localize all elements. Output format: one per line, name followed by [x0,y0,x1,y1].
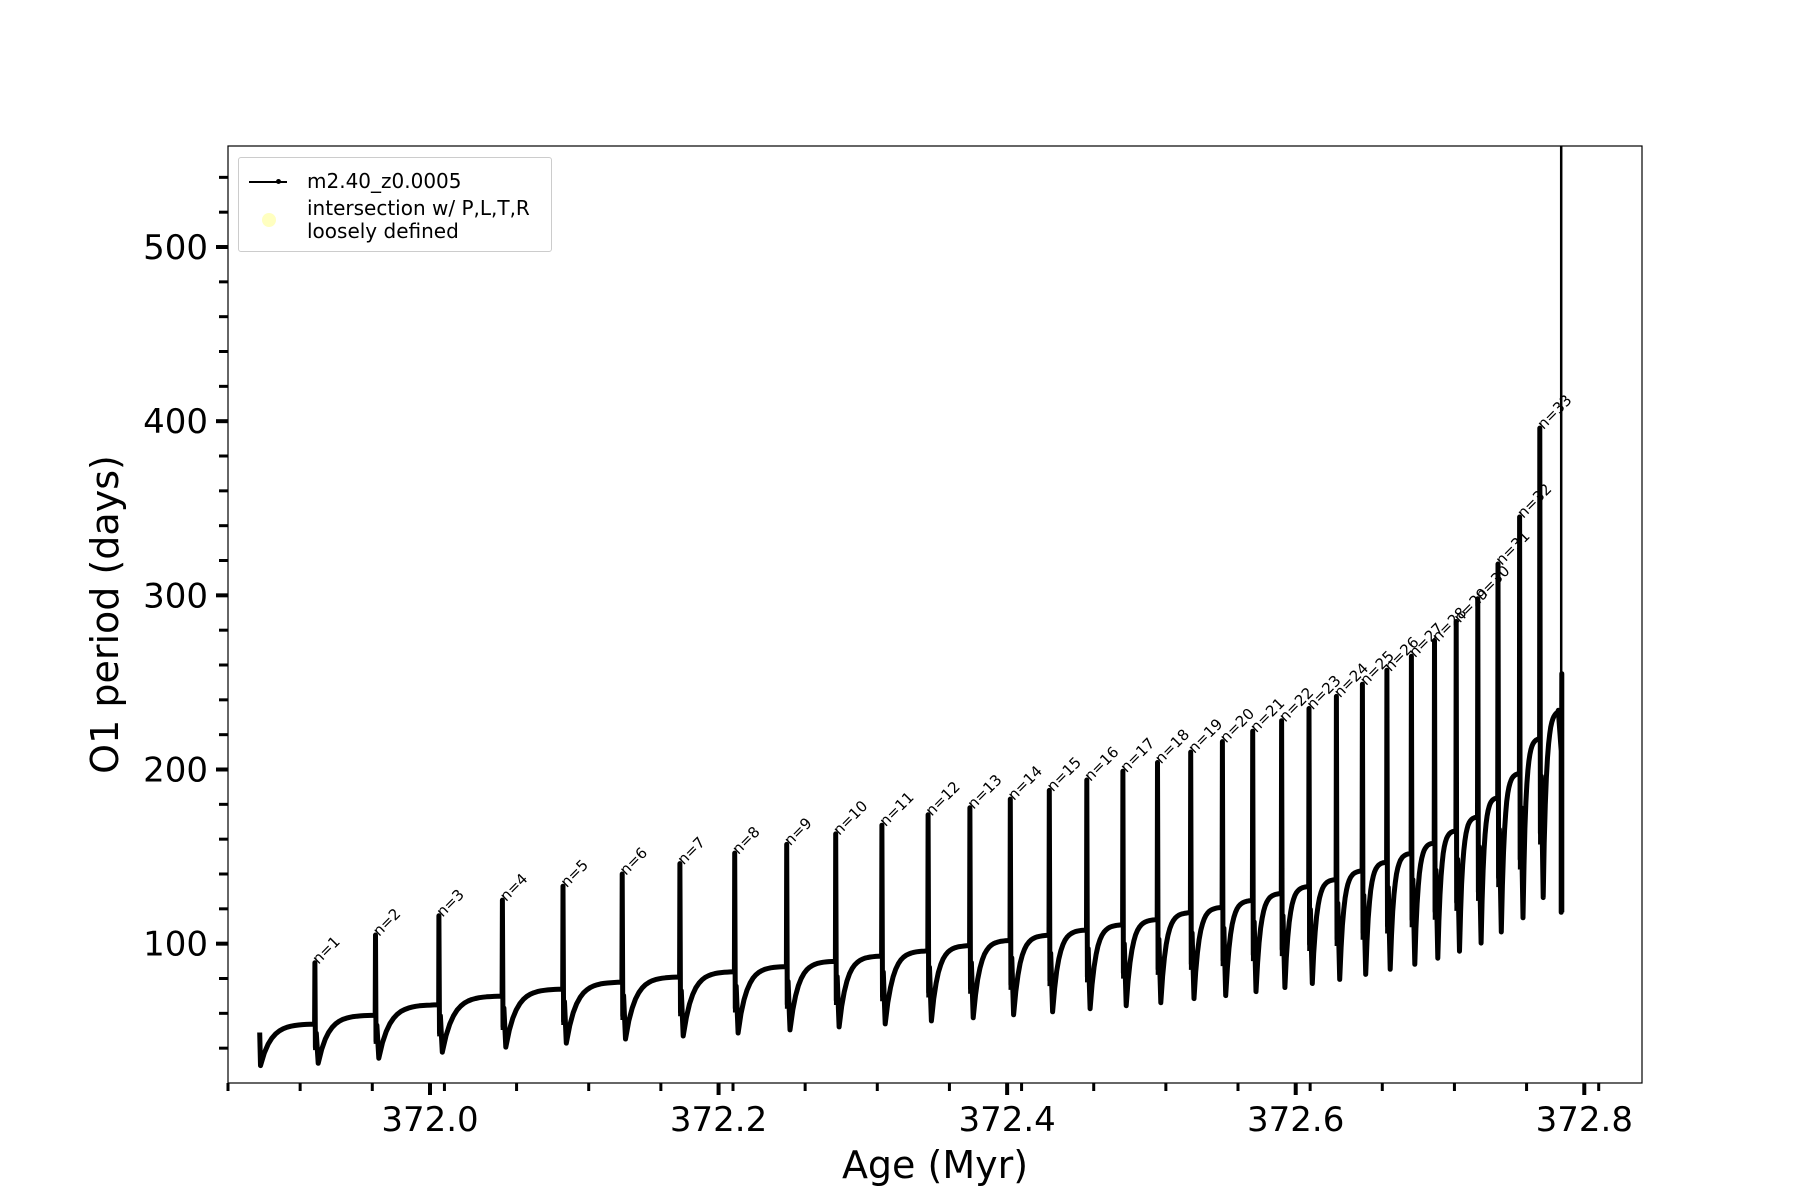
pulse-label: n=15 [1043,753,1085,795]
plot-frame [227,145,1643,1084]
legend-line-marker [249,179,287,184]
pulse-label: n=32 [1513,480,1555,522]
pulse-label: n=33 [1534,391,1576,433]
x-tick-label: 372.4 [958,1100,1055,1140]
y-tick-label: 400 [143,402,208,442]
pulse-label: n=13 [964,771,1006,813]
x-tick-label: 372.2 [670,1100,767,1140]
axis-layer: 372.0 372.2 372.4 372.6 372.8 100 200 300 400 500 [143,175,1633,1140]
y-tick-label: 500 [143,228,208,268]
legend-circle-marker [262,213,276,227]
x-tick-label: 372.6 [1247,1100,1344,1140]
legend-item-series: m2.40_z0.0005 [239,168,551,193]
x-axis-label: Age (Myr) [842,1143,1028,1187]
series-line [257,425,1565,1069]
legend-item-intersection: intersection w/ P,L,T,R loosely defined [239,196,551,244]
pulse-label: n=11 [876,788,918,830]
pulse-label: n=31 [1492,527,1534,569]
pulse-label: n=30 [1472,562,1514,604]
y-tick-label: 100 [143,925,208,965]
y-axis-label: O1 period (days) [83,455,127,774]
series-layer [257,146,1565,1069]
legend-line-dot [276,179,281,184]
pulse-label: n=10 [830,797,872,839]
pulse-label: n=14 [1004,762,1046,804]
series-m2-40-z0-0005 [257,146,1565,1069]
legend-label-intersection: intersection w/ P,L,T,R loosely defined [307,196,530,243]
y-tick-label: 300 [143,576,208,616]
legend-label-series: m2.40_z0.0005 [307,169,462,193]
legend: m2.40_z0.0005 intersection w/ P,L,T,R lo… [238,157,552,252]
x-tick-label: 372.8 [1536,1100,1633,1140]
y-tick-label: 200 [143,751,208,791]
x-tick-label: 372.0 [381,1100,478,1140]
pulse-label: n=12 [922,778,964,820]
